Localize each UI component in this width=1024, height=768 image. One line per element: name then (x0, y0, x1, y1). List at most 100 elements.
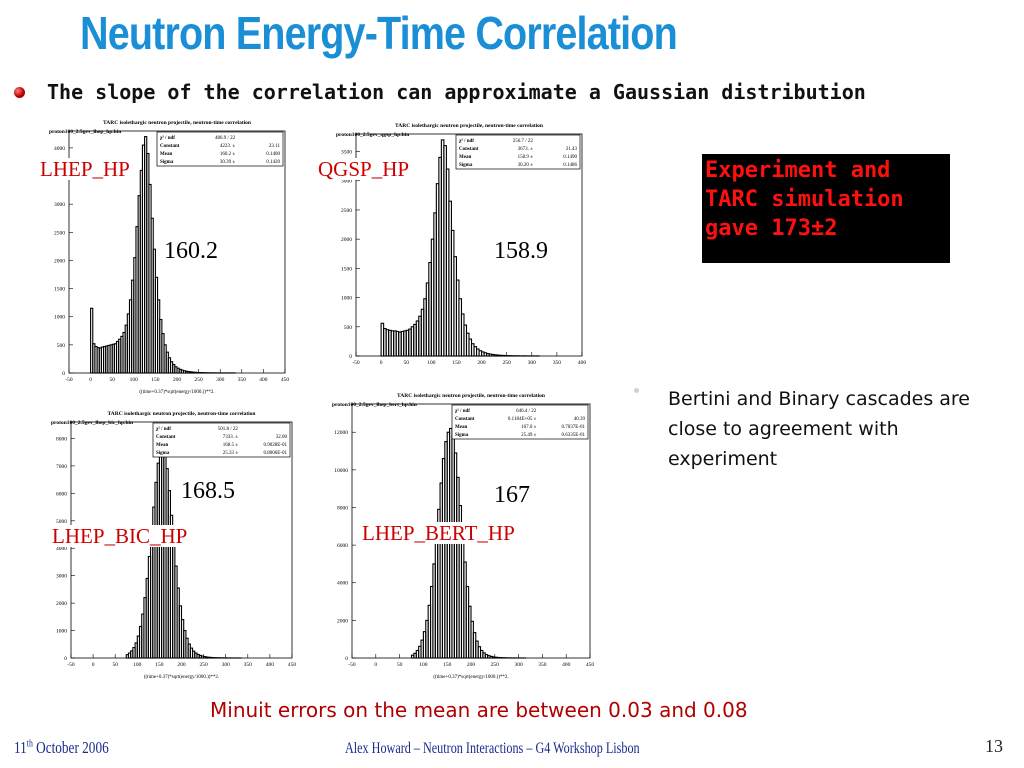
stats-value: 7333. ± (223, 435, 239, 440)
x-tick-label: 200 (477, 360, 486, 366)
stats-name: Constant (156, 435, 176, 440)
y-tick-label: 6000 (56, 491, 67, 497)
x-tick-label: 450 (281, 377, 290, 383)
stats-box: χ² / ndf 486.9 / 22 Constant 4223. ± 23.11 Me… (156, 131, 284, 167)
stats-error: 0.1486 (563, 163, 577, 168)
date-rest: October 2006 (32, 738, 109, 757)
stats-value: 25.49 ± (521, 433, 537, 438)
y-tick-label: 4000 (54, 146, 65, 152)
x-tick-label: 250 (194, 377, 203, 383)
subtitle-text: The slope of the correlation can approxi… (47, 80, 866, 104)
x-tick-label: 50 (109, 377, 115, 383)
x-axis-label: ((time+0.37)*sqrt(energy/1000.))**2. (433, 675, 508, 680)
date-day: 11 (14, 738, 27, 757)
stats-name: Constant (459, 147, 479, 152)
y-tick-label: 3000 (56, 574, 67, 580)
stats-value: 30.39 ± (220, 160, 236, 165)
y-tick-label: 1500 (54, 287, 65, 293)
stats-error: 0.1490 (563, 155, 577, 160)
x-tick-label: 300 (514, 662, 523, 668)
stats-name: Constant (160, 144, 180, 149)
x-tick-label: 350 (538, 662, 547, 668)
bullet-icon (14, 86, 25, 98)
x-tick-label: 450 (288, 662, 297, 668)
x-tick-label: 50 (112, 662, 118, 668)
stats-box-frame (156, 131, 284, 167)
mean-value-lhep-bert-hp: 167 (494, 482, 530, 508)
footer-date: 11th October 2006 (14, 738, 109, 758)
mean-value-lhep-hp: 160.2 (164, 238, 218, 264)
page-number: 13 (985, 736, 1003, 756)
x-tick-label: -50 (352, 360, 360, 366)
x-axis-label: ((time+0.37)*sqrt(energy/1000.))**2. (144, 675, 219, 680)
stats-error: 40.39 (574, 417, 586, 422)
footer-text: Alex Howard – Neutron Interactions – G4 … (345, 740, 640, 757)
stats-value: 256.7 / 22 (513, 139, 534, 144)
stats-name: Sigma (459, 163, 473, 168)
stats-value: 4223. ± (220, 144, 236, 149)
x-tick-label: 400 (259, 377, 268, 383)
x-tick-label: 350 (553, 360, 562, 366)
stats-value: 3673. ± (518, 147, 534, 152)
x-tick-label: 150 (155, 662, 164, 668)
y-tick-label: 1000 (341, 296, 352, 302)
x-tick-label: -50 (67, 662, 75, 668)
y-tick-label: 6000 (337, 543, 348, 549)
stats-error: 0.7037E-01 (562, 425, 586, 430)
y-tick-label: 0 (62, 371, 65, 377)
x-tick-label: 350 (244, 662, 253, 668)
stats-value: 501.8 / 22 (218, 427, 239, 432)
stats-error: 32.00 (276, 435, 288, 440)
stats-name: χ² / ndf (458, 138, 474, 144)
experiment-line-3: gave 173±2 (705, 216, 838, 241)
stats-value: 167.0 ± (521, 425, 537, 430)
x-tick-label: 50 (403, 360, 409, 366)
stats-box: χ² / ndf 501.8 / 22 Constant 7333. ± 32.00 Me… (152, 422, 291, 458)
stats-value: 25.33 ± (223, 451, 239, 456)
y-tick-label: 7000 (56, 464, 67, 470)
plot-title: TARC isolethargic neutron projectile, ne… (395, 123, 543, 129)
y-tick-label: 12000 (334, 430, 348, 436)
y-tick-label: 2500 (54, 230, 65, 236)
mean-value-lhep-bic-hp: 168.5 (181, 478, 235, 504)
histogram-bin (90, 307, 94, 374)
x-tick-label: 250 (503, 360, 512, 366)
y-tick-label: 5000 (56, 519, 67, 525)
stats-box-frame (455, 134, 581, 170)
x-tick-label: 0 (380, 360, 383, 366)
x-tick-label: 400 (562, 662, 571, 668)
stats-name: Sigma (455, 433, 469, 438)
y-tick-label: 2000 (337, 618, 348, 624)
stats-name: Sigma (156, 451, 170, 456)
plot-title: TARC isolethargic neutron projectile, ne… (108, 411, 256, 417)
x-axis-label: ((time+0.37)*sqrt(energy/1000.))**2. (139, 390, 214, 395)
x-tick-label: -50 (348, 662, 356, 668)
plot-title: TARC isolethargic neutron projectile, ne… (103, 120, 251, 126)
stats-value: 158.9 ± (518, 155, 534, 160)
y-tick-label: 3500 (341, 150, 352, 156)
stats-name: χ² / ndf (155, 426, 171, 432)
x-tick-label: 0 (92, 662, 95, 668)
stats-error: 0.6335E-01 (562, 433, 586, 438)
stats-name: Mean (459, 155, 471, 160)
stats-value: 486.9 / 22 (215, 136, 236, 141)
plot-title: TARC isolethargic neutron projectile, ne… (397, 393, 545, 399)
histogram-qgsp-hp: TARC isolethargic neutron projectile, ne… (322, 120, 592, 382)
bertini-note: Bertini and Binary cascades are close to… (668, 388, 970, 470)
x-tick-label: 200 (177, 662, 186, 668)
stats-box: χ² / ndf 646.4 / 22 Constant 0.1184E+05 ± 40… (451, 404, 589, 440)
experiment-line-2: TARC simulation (705, 187, 904, 212)
x-tick-label: 100 (133, 662, 142, 668)
stats-name: χ² / ndf (454, 408, 470, 414)
stats-box-frame (152, 422, 291, 458)
x-tick-label: 0 (374, 662, 377, 668)
slide-title: Neutron Energy-Time Correlation (80, 7, 678, 59)
x-tick-label: 350 (238, 377, 247, 383)
stats-value: 160.2 ± (220, 152, 236, 157)
stats-error: 0.9028E-01 (264, 443, 288, 448)
y-tick-label: 1000 (56, 629, 67, 635)
stats-value: 30.20 ± (518, 163, 534, 168)
model-label-lhep-hp: LHEP_HP (38, 157, 132, 181)
x-tick-label: 200 (173, 377, 182, 383)
x-tick-label: 150 (452, 360, 461, 366)
